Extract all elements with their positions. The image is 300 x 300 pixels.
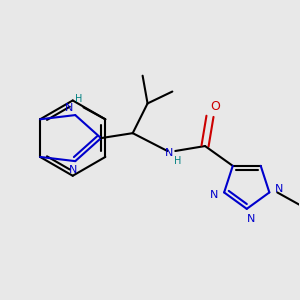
Text: N: N xyxy=(210,190,218,200)
Text: H: H xyxy=(74,94,82,104)
Text: N: N xyxy=(165,148,174,158)
Text: N: N xyxy=(65,103,74,113)
Text: N: N xyxy=(275,184,284,194)
Text: H: H xyxy=(174,156,181,166)
Text: N: N xyxy=(69,165,77,175)
Text: O: O xyxy=(210,100,220,113)
Text: N: N xyxy=(247,214,255,224)
